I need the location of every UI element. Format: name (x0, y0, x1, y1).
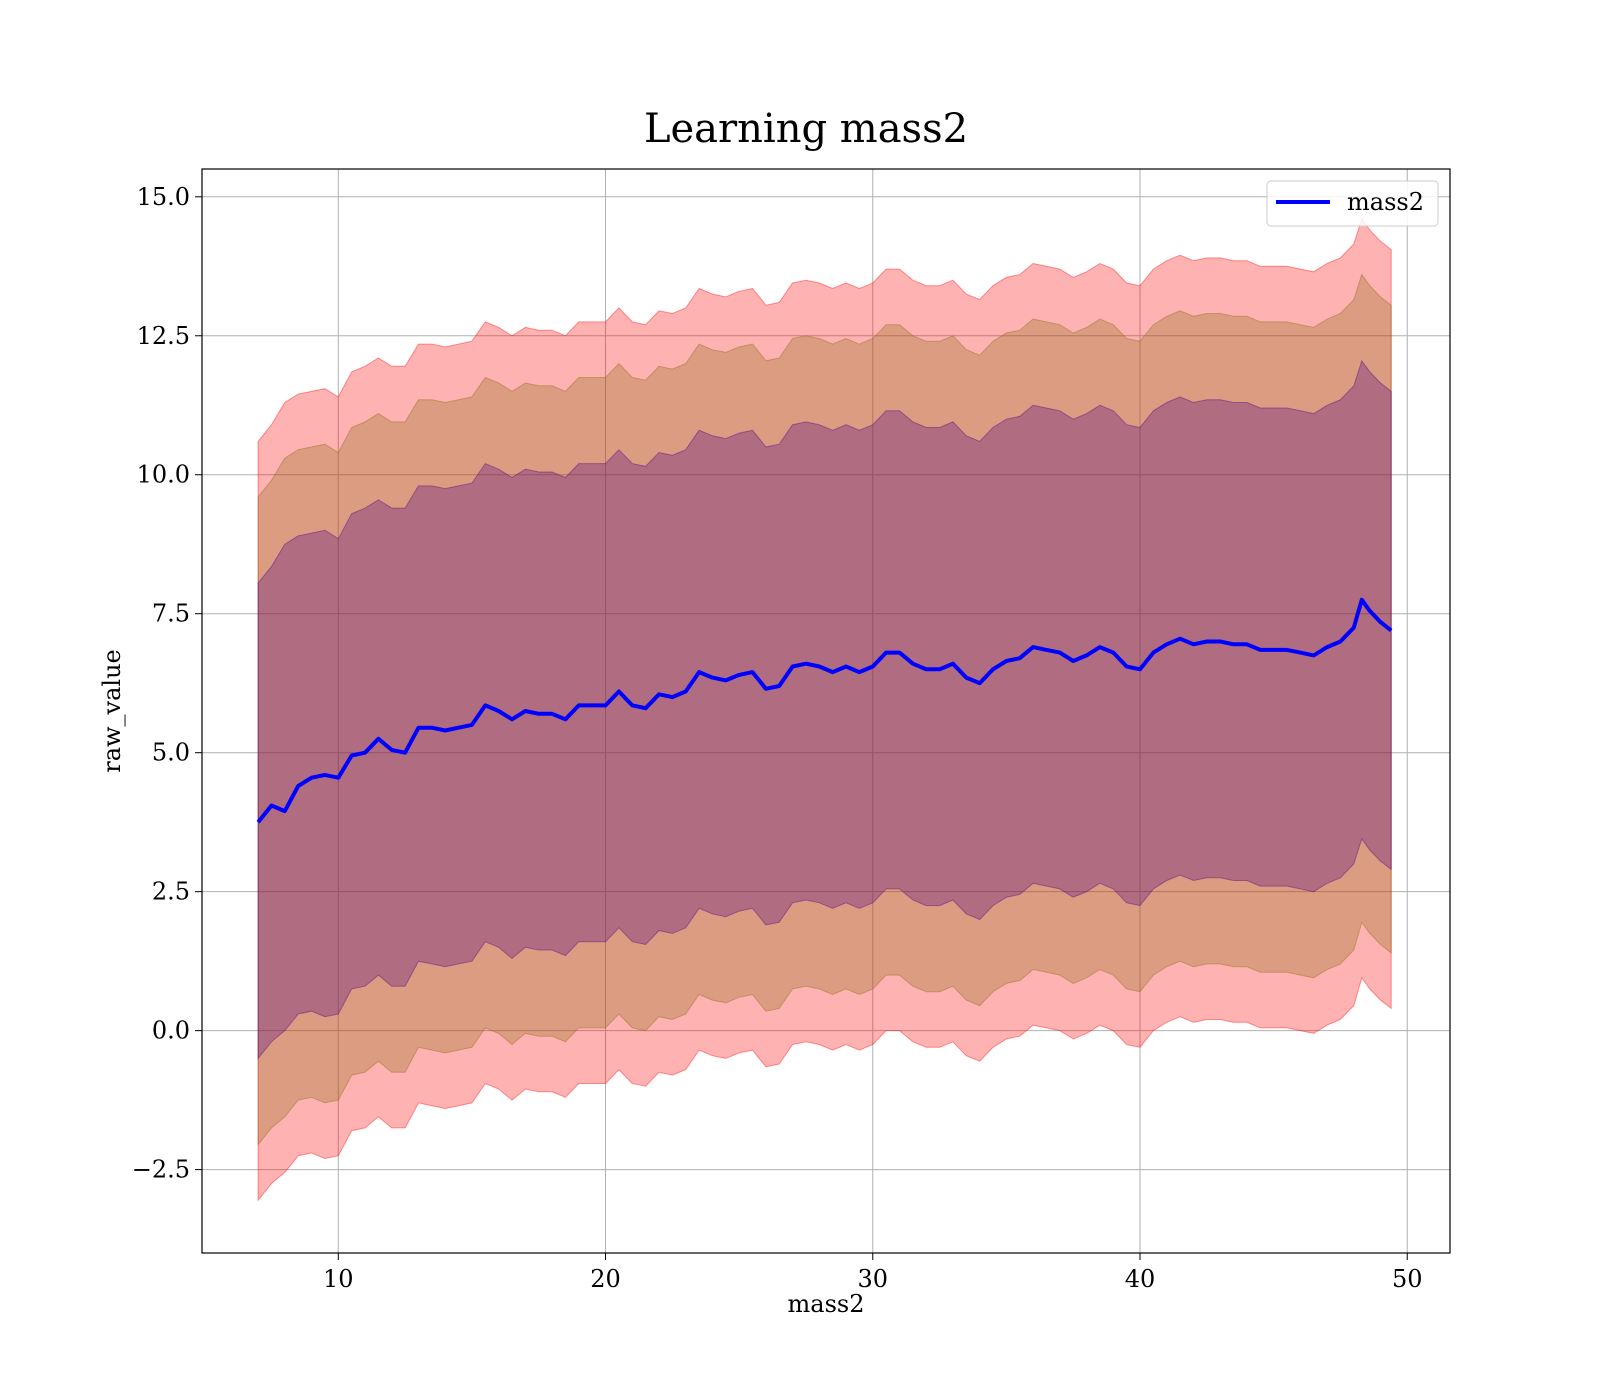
confidence-band-1 (257, 217, 1392, 1202)
confidence-band-3 (257, 359, 1392, 1060)
legend: mass2 (1266, 180, 1439, 227)
y-tick-label: 7.5 (152, 600, 190, 628)
y-tick-label: 10.0 (137, 461, 190, 489)
legend-label-mass2: mass2 (1347, 188, 1424, 216)
x-tick-label: 50 (1392, 1265, 1423, 1293)
plot-frame (201, 168, 1451, 1254)
tick-layer: 10 20 30 40 50 −2.5 0.0 2.5 5.0 7.5 10.0 12.5 15.0 (132, 183, 1423, 1293)
series-line-mass2 (256, 597, 1393, 824)
grid-layer (202, 169, 1450, 1253)
x-tick-label: 20 (590, 1265, 621, 1293)
x-axis-label: mass2 (788, 1290, 865, 1318)
confidence-band-2 (257, 273, 1392, 1147)
y-tick-label: −2.5 (132, 1156, 190, 1184)
y-tick-label: 5.0 (152, 739, 190, 767)
y-tick-label: 2.5 (152, 878, 190, 906)
x-tick-label: 40 (1125, 1265, 1156, 1293)
legend-box (1266, 180, 1439, 227)
band-layer (257, 217, 1392, 1202)
y-tick-label: 15.0 (137, 183, 190, 211)
chart-title: Learning mass2 (644, 106, 968, 152)
x-tick-label: 30 (857, 1265, 888, 1293)
y-tick-label: 12.5 (137, 322, 190, 350)
y-axis-label: raw_value (98, 649, 126, 773)
line-layer (256, 597, 1393, 824)
x-tick-label: 10 (323, 1265, 354, 1293)
y-tick-label: 0.0 (152, 1017, 190, 1045)
